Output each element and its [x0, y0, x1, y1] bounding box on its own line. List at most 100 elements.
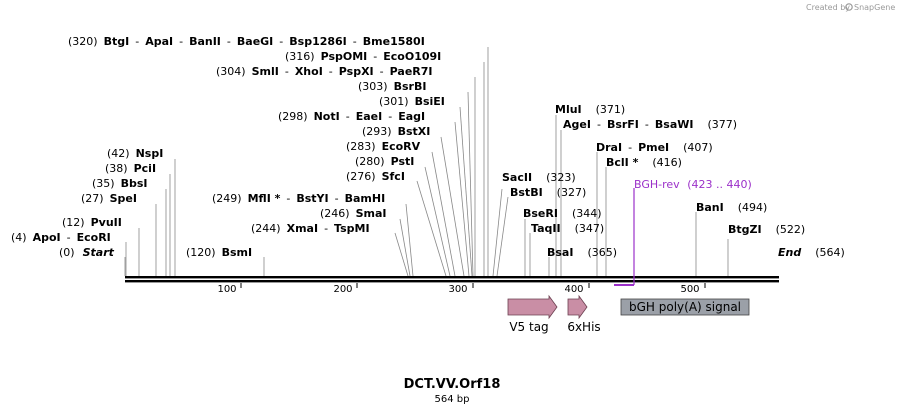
- enzyme-label-bbsi[interactable]: (35) BbsI: [92, 177, 148, 190]
- feature-bgh-polya[interactable]: bGH poly(A) signal: [620, 298, 750, 316]
- tick-label: 300: [448, 284, 467, 295]
- cut-position: (371): [596, 103, 626, 116]
- cut-position: (42): [107, 147, 130, 160]
- enzyme-name: BanII: [189, 35, 221, 48]
- enzyme-name: TaqII: [531, 222, 561, 235]
- enzyme-name: EcoRV: [382, 140, 421, 153]
- enzyme-label-smli[interactable]: (304) SmlI - XhoI - PspXI - PaeR7I: [216, 65, 433, 78]
- enzyme-name: Bsp1286I: [289, 35, 347, 48]
- cut-position: (120): [186, 246, 216, 259]
- enzyme-label-pvuii[interactable]: (12) PvuII: [62, 216, 122, 229]
- enzyme-name: ApaI: [145, 35, 173, 48]
- enzyme-name: BstBI: [510, 186, 543, 199]
- separator: -: [335, 192, 339, 205]
- enzyme-name: BsiEI: [415, 95, 445, 108]
- enzyme-label-bani[interactable]: BanI (494): [696, 201, 767, 214]
- enzyme-label-bsrbi[interactable]: (303) BsrBI: [358, 80, 426, 93]
- end-name: End: [778, 246, 801, 259]
- separator: -: [597, 118, 601, 131]
- enzyme-label-pspomi[interactable]: (316) PspOMI - EcoO109I: [285, 50, 441, 63]
- sequence-bottom-strand: [125, 280, 779, 283]
- cut-position: (4): [11, 231, 27, 244]
- enzyme-name: Bme1580I: [363, 35, 425, 48]
- enzyme-label-btgi[interactable]: (320) BtgI - ApaI - BanII - BaeGI - Bsp1286I - Bme1…: [68, 35, 425, 48]
- enzyme-label-bstxi[interactable]: (293) BstXI: [362, 125, 430, 138]
- cut-position: (494): [738, 201, 768, 214]
- cut-position: (365): [587, 246, 617, 259]
- enzyme-name: BaeGI: [237, 35, 273, 48]
- separator: -: [227, 35, 231, 48]
- enzyme-label-nspi[interactable]: (42) NspI: [107, 147, 163, 160]
- enzyme-name: AgeI: [563, 118, 591, 131]
- enzyme-label-smai[interactable]: (246) SmaI: [320, 207, 387, 220]
- feature-6xhis[interactable]: 6xHis: [567, 294, 601, 334]
- enzyme-name: BamHI: [345, 192, 386, 205]
- cut-position: (522): [776, 223, 806, 236]
- enzyme-label-bcli[interactable]: BclI * (416): [606, 156, 682, 169]
- cut-position: (244): [251, 222, 281, 235]
- separator: -: [329, 65, 333, 78]
- enzyme-label-spei[interactable]: (27) SpeI: [81, 192, 137, 205]
- enzyme-label-mlui[interactable]: MluI (371): [555, 103, 625, 116]
- enzyme-label-taqii[interactable]: TaqII (347): [531, 222, 604, 235]
- separator: -: [279, 35, 283, 48]
- enzyme-name: PspXI: [339, 65, 374, 78]
- enzyme-label-apoi[interactable]: (4) ApoI - EcoRI: [11, 231, 111, 244]
- enzyme-name: MluI: [555, 103, 582, 116]
- scale-ticks: 100 200 300 400 500: [217, 283, 706, 295]
- enzyme-label-bseri[interactable]: BseRI (344): [523, 207, 602, 220]
- enzyme-name: NspI: [136, 147, 164, 160]
- enzyme-label-btgzi[interactable]: BtgZI (522): [728, 223, 805, 236]
- enzyme-label-noti[interactable]: (298) NotI - EaeI - EagI: [278, 110, 425, 123]
- enzyme-name: EcoO109I: [383, 50, 441, 63]
- enzyme-name: PvuII: [91, 216, 122, 229]
- enzyme-label-xmai[interactable]: (244) XmaI - TspMI: [251, 222, 370, 235]
- enzyme-label-sacii[interactable]: SacII (323): [502, 171, 576, 184]
- enzyme-name: XmaI: [287, 222, 318, 235]
- enzyme-label-bstbi[interactable]: BstBI (327): [510, 186, 586, 199]
- enzyme-label-psti[interactable]: (280) PstI: [355, 155, 414, 168]
- cut-position: (12): [62, 216, 85, 229]
- enzyme-label-sfci[interactable]: (276) SfcI: [346, 170, 405, 183]
- enzyme-label-bsmi[interactable]: (120) BsmI: [186, 246, 252, 259]
- cut-position: (283): [346, 140, 376, 153]
- enzyme-name: SacII: [502, 171, 532, 184]
- separator: -: [628, 141, 632, 154]
- enzyme-name: BstXI: [398, 125, 431, 138]
- feature-label: bGH poly(A) signal: [629, 300, 741, 314]
- enzyme-label-mfli[interactable]: (249) MflI * - BstYI - BamHI: [212, 192, 385, 205]
- enzyme-label-bsai[interactable]: BsaI (365): [547, 246, 617, 259]
- cut-position: (344): [572, 207, 602, 220]
- primer-range: (423 .. 440): [687, 178, 752, 191]
- feature-label: 6xHis: [567, 320, 600, 334]
- cut-position: (246): [320, 207, 350, 220]
- cut-position: (249): [212, 192, 242, 205]
- enzyme-label-ecorv[interactable]: (283) EcoRV: [346, 140, 421, 153]
- primer-bgh-rev[interactable]: BGH-rev (423 .. 440): [614, 178, 752, 286]
- cut-position: (38): [105, 162, 128, 175]
- enzyme-name: XhoI: [295, 65, 323, 78]
- enzyme-name: BsaI: [547, 246, 573, 259]
- cut-position: (323): [546, 171, 576, 184]
- feature-v5-tag[interactable]: V5 tag: [507, 294, 558, 334]
- tick-label: 500: [680, 284, 699, 295]
- enzyme-label-drai[interactable]: DraI - PmeI (407): [596, 141, 713, 154]
- separator: -: [353, 35, 357, 48]
- credit-brand: SnapGene: [854, 3, 895, 12]
- sequence-end-label: End (564): [778, 246, 845, 259]
- enzyme-name: BsaWI: [655, 118, 694, 131]
- enzyme-label-agei[interactable]: AgeI - BsrFI - BsaWI (377): [563, 118, 737, 131]
- cut-position: (564): [815, 246, 845, 259]
- enzyme-name: MflI *: [248, 192, 281, 205]
- cut-position: (377): [707, 118, 737, 131]
- snapgene-logo-icon: [845, 3, 853, 11]
- separator: -: [179, 35, 183, 48]
- enzyme-label-pcli[interactable]: (38) PciI: [105, 162, 156, 175]
- enzyme-label-bsiei[interactable]: (301) BsiEI: [379, 95, 445, 108]
- sequence-start-label: (0) Start: [59, 246, 115, 259]
- enzyme-name: EagI: [398, 110, 425, 123]
- primer-label: BGH-rev (423 .. 440): [634, 178, 752, 191]
- cut-position: (293): [362, 125, 392, 138]
- cut-position: (35): [92, 177, 115, 190]
- separator: -: [135, 35, 139, 48]
